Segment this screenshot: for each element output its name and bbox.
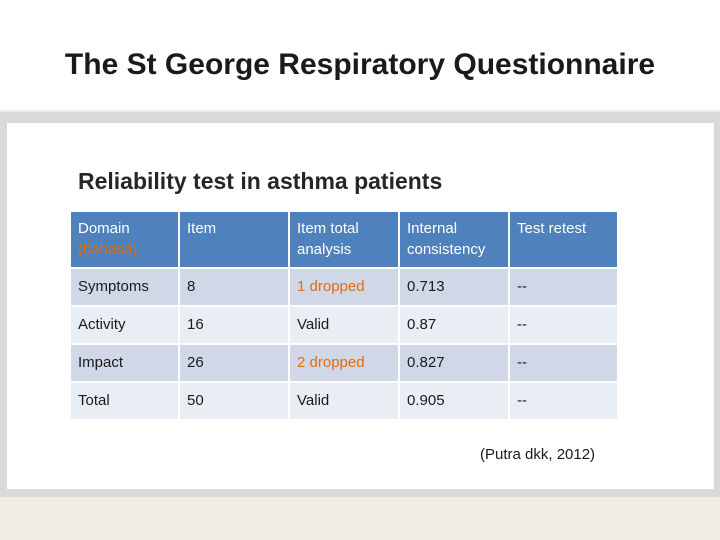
cell-domain: Activity: [71, 307, 178, 343]
content-panel: [7, 123, 714, 489]
cell-test-retest: --: [510, 269, 617, 305]
header-domain: Domain (bahasa): [71, 212, 178, 267]
title-band: [0, 0, 720, 110]
cell-internal-consistency: 0.827: [400, 345, 508, 381]
cell-test-retest: --: [510, 383, 617, 419]
cell-domain: Total: [71, 383, 178, 419]
cell-item-total-analysis: Valid: [290, 383, 398, 419]
table-header-row: Domain (bahasa) Item Item total analysis…: [71, 212, 617, 267]
table-row: Symptoms 8 1 dropped 0.713 --: [71, 269, 617, 305]
table-row: Total 50 Valid 0.905 --: [71, 383, 617, 419]
table-row: Activity 16 Valid 0.87 --: [71, 307, 617, 343]
cell-item: 26: [180, 345, 288, 381]
header-domain-sub: (bahasa): [78, 241, 138, 258]
cell-internal-consistency: 0.905: [400, 383, 508, 419]
header-domain-label: Domain: [78, 220, 130, 237]
cell-internal-consistency: 0.713: [400, 269, 508, 305]
table-row: Impact 26 2 dropped 0.827 --: [71, 345, 617, 381]
reliability-table: Domain (bahasa) Item Item total analysis…: [69, 210, 619, 421]
header-test-retest: Test retest: [510, 212, 617, 267]
cell-domain: Symptoms: [71, 269, 178, 305]
source-citation: (Putra dkk, 2012): [480, 446, 596, 463]
cell-item: 8: [180, 269, 288, 305]
cell-item-total-analysis: Valid: [290, 307, 398, 343]
cell-item: 50: [180, 383, 288, 419]
header-internal-consistency: Internal consistency: [400, 212, 508, 267]
slide-subtitle: Reliability test in asthma patients: [78, 168, 443, 194]
cell-test-retest: --: [510, 307, 617, 343]
cell-internal-consistency: 0.87: [400, 307, 508, 343]
slide-title: The St George Respiratory Questionnaire: [64, 48, 656, 81]
cell-item-total-analysis: 2 dropped: [290, 345, 398, 381]
cell-item-total-analysis: 1 dropped: [290, 269, 398, 305]
cell-domain: Impact: [71, 345, 178, 381]
header-item-total-analysis: Item total analysis: [290, 212, 398, 267]
header-item: Item: [180, 212, 288, 267]
cell-test-retest: --: [510, 345, 617, 381]
cell-item: 16: [180, 307, 288, 343]
